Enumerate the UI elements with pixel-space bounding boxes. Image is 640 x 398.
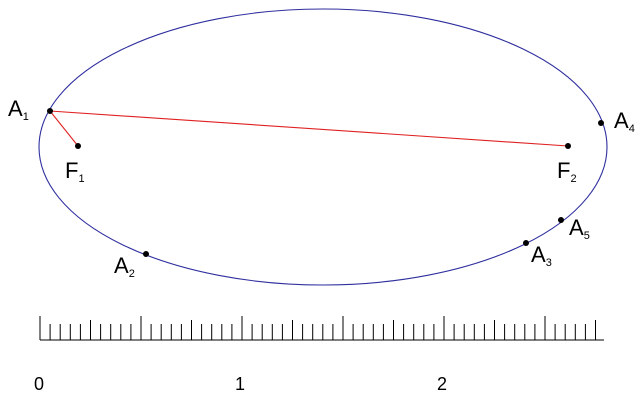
label-a3-sub: 3 <box>546 257 552 269</box>
label-f2: F2 <box>557 158 577 185</box>
point-a1 <box>47 108 53 114</box>
label-f1: F1 <box>65 158 85 185</box>
label-a1-letter: A <box>8 96 23 121</box>
label-f1-sub: 1 <box>78 173 84 185</box>
label-a1: A1 <box>8 96 29 123</box>
label-f1-letter: F <box>65 158 78 183</box>
point-f1 <box>75 143 81 149</box>
point-a5 <box>558 217 564 223</box>
ruler <box>39 316 604 341</box>
label-a5: A5 <box>569 215 590 242</box>
label-a5-letter: A <box>569 215 584 240</box>
label-f2-letter: F <box>557 158 570 183</box>
label-a3: A3 <box>531 242 552 269</box>
label-a5-sub: 5 <box>584 230 590 242</box>
label-a4-sub: 4 <box>629 123 635 135</box>
segment-a1-f2 <box>49 110 569 147</box>
segment-a1-f1 <box>49 110 79 147</box>
point-f2 <box>565 143 571 149</box>
label-a2-letter: A <box>114 253 129 278</box>
label-a4: A4 <box>614 108 635 135</box>
label-a2-sub: 2 <box>129 268 135 280</box>
label-f2-sub: 2 <box>570 173 576 185</box>
label-a3-letter: A <box>531 242 546 267</box>
label-a4-letter: A <box>614 108 629 133</box>
point-a4 <box>598 120 604 126</box>
ruler-label-0: 0 <box>34 374 44 394</box>
ruler-label-2: 2 <box>437 374 447 394</box>
point-a2 <box>143 251 149 257</box>
ellipse <box>38 8 608 286</box>
point-a3 <box>523 240 529 246</box>
label-a1-sub: 1 <box>23 111 29 123</box>
ruler-label-1: 1 <box>235 374 245 394</box>
label-a2: A2 <box>114 253 135 280</box>
